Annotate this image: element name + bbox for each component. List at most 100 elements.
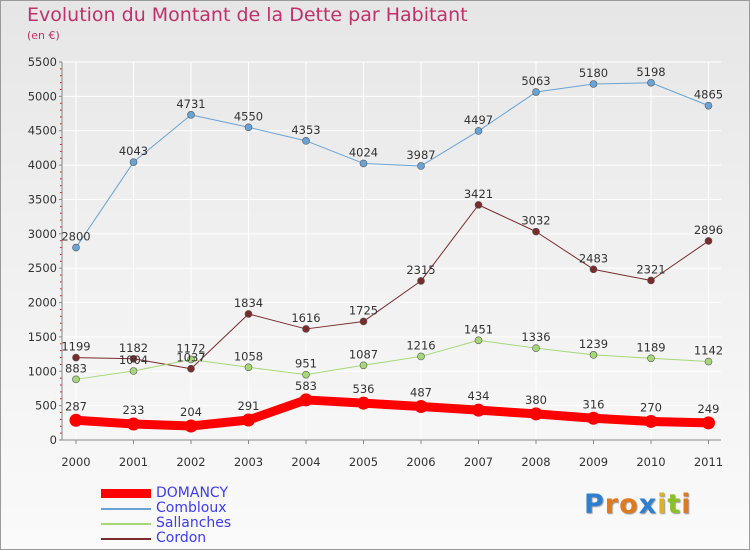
- data-label: 434: [468, 389, 490, 403]
- data-point: [187, 111, 195, 119]
- data-label: 1834: [234, 296, 263, 310]
- y-tick-label: 2500: [28, 261, 57, 275]
- y-tick-label: 5500: [28, 55, 57, 69]
- data-point: [129, 367, 138, 375]
- data-point: [72, 243, 80, 252]
- data-label: 291: [238, 399, 260, 413]
- data-label: 4731: [176, 97, 205, 111]
- data-label: 487: [410, 386, 432, 400]
- logo-letter: t: [667, 489, 682, 520]
- x-tick-label: 2005: [349, 455, 378, 469]
- y-tick-label: 4500: [28, 124, 57, 138]
- y-tick-label: 4000: [28, 158, 57, 172]
- data-label: 3421: [464, 187, 493, 201]
- data-label: 1336: [521, 330, 550, 344]
- chart-title: Evolution du Montant de la Dette par Hab…: [27, 4, 468, 26]
- data-label: 5180: [579, 66, 608, 80]
- data-point: [242, 413, 255, 427]
- data-label: 4865: [694, 88, 723, 102]
- legend: DOMANCY Combloux Sallanches Cordon: [101, 486, 231, 546]
- y-tick-label: 5000: [28, 89, 57, 103]
- data-point: [302, 370, 310, 379]
- y-tick-label: 500: [35, 399, 57, 413]
- data-label: 204: [180, 405, 202, 419]
- x-tick-label: 2004: [291, 455, 320, 469]
- data-label: 1087: [349, 347, 378, 361]
- data-label: 951: [295, 357, 317, 371]
- data-label: 1725: [349, 303, 378, 317]
- legend-item: Sallanches: [101, 516, 231, 531]
- data-point: [129, 158, 138, 166]
- legend-item: Combloux: [101, 501, 231, 516]
- x-tick-label: 2002: [176, 455, 205, 469]
- data-point: [414, 400, 428, 414]
- data-point: [187, 355, 195, 364]
- x-tick-label: 2000: [61, 455, 90, 469]
- legend-label: DOMANCY: [156, 485, 229, 501]
- data-label: 1172: [176, 341, 205, 355]
- legend-item: DOMANCY: [101, 486, 231, 501]
- data-label: 1189: [636, 340, 665, 354]
- logo-letter: i: [657, 489, 668, 520]
- y-tick-label: 0: [50, 433, 57, 447]
- data-point: [589, 351, 598, 359]
- data-label: 1142: [694, 344, 723, 358]
- y-tick-label: 1000: [28, 364, 57, 378]
- data-point: [532, 88, 540, 96]
- legend-item: Cordon: [101, 531, 231, 546]
- data-label: 3987: [406, 148, 435, 162]
- data-point: [589, 80, 598, 88]
- data-point: [72, 375, 80, 384]
- legend-swatch: [101, 489, 151, 498]
- data-point: [302, 137, 310, 145]
- data-label: 2321: [636, 262, 665, 276]
- data-label: 4043: [119, 144, 148, 158]
- data-point: [359, 317, 368, 326]
- y-tick-label: 3000: [28, 227, 57, 241]
- x-tick-label: 2003: [234, 455, 263, 469]
- x-tick-label: 2006: [406, 455, 435, 469]
- legend-swatch: [101, 537, 151, 540]
- data-point: [474, 336, 483, 345]
- data-point: [129, 354, 138, 363]
- data-point: [417, 277, 425, 285]
- data-point: [647, 78, 655, 87]
- data-point: [529, 407, 543, 421]
- series-line: [71, 395, 713, 431]
- data-point: [647, 354, 655, 363]
- data-point: [357, 396, 370, 410]
- data-point: [704, 357, 713, 366]
- legend-swatch: [101, 507, 151, 510]
- logo-letter: r: [604, 489, 620, 520]
- legend-label: Combloux: [156, 500, 227, 516]
- data-label: 249: [698, 402, 720, 416]
- data-label: 2483: [579, 251, 608, 265]
- logo-letter: x: [638, 489, 658, 520]
- data-label: 270: [640, 400, 662, 414]
- logo-letter: P: [584, 489, 605, 520]
- data-point: [474, 127, 483, 135]
- data-point: [589, 265, 598, 274]
- series-line: [75, 82, 709, 249]
- y-tick-label: 2000: [28, 296, 57, 310]
- data-label: 2800: [61, 230, 90, 244]
- data-point: [302, 325, 310, 333]
- data-point: [359, 159, 368, 168]
- data-point: [474, 201, 483, 209]
- series-line: [75, 339, 709, 380]
- data-label: 4497: [464, 113, 493, 127]
- data-label: 583: [295, 379, 317, 393]
- data-label: 2315: [406, 263, 435, 277]
- x-tick-label: 2011: [694, 455, 723, 469]
- data-label: 1037: [176, 351, 205, 365]
- y-tick-label: 3500: [28, 192, 57, 206]
- data-point: [184, 419, 198, 433]
- data-point: [244, 310, 253, 318]
- data-point: [417, 352, 425, 361]
- data-label: 4024: [349, 145, 378, 159]
- data-label: 883: [65, 361, 87, 375]
- logo-letter: i: [681, 489, 692, 520]
- data-point: [532, 227, 540, 236]
- data-point: [702, 416, 715, 430]
